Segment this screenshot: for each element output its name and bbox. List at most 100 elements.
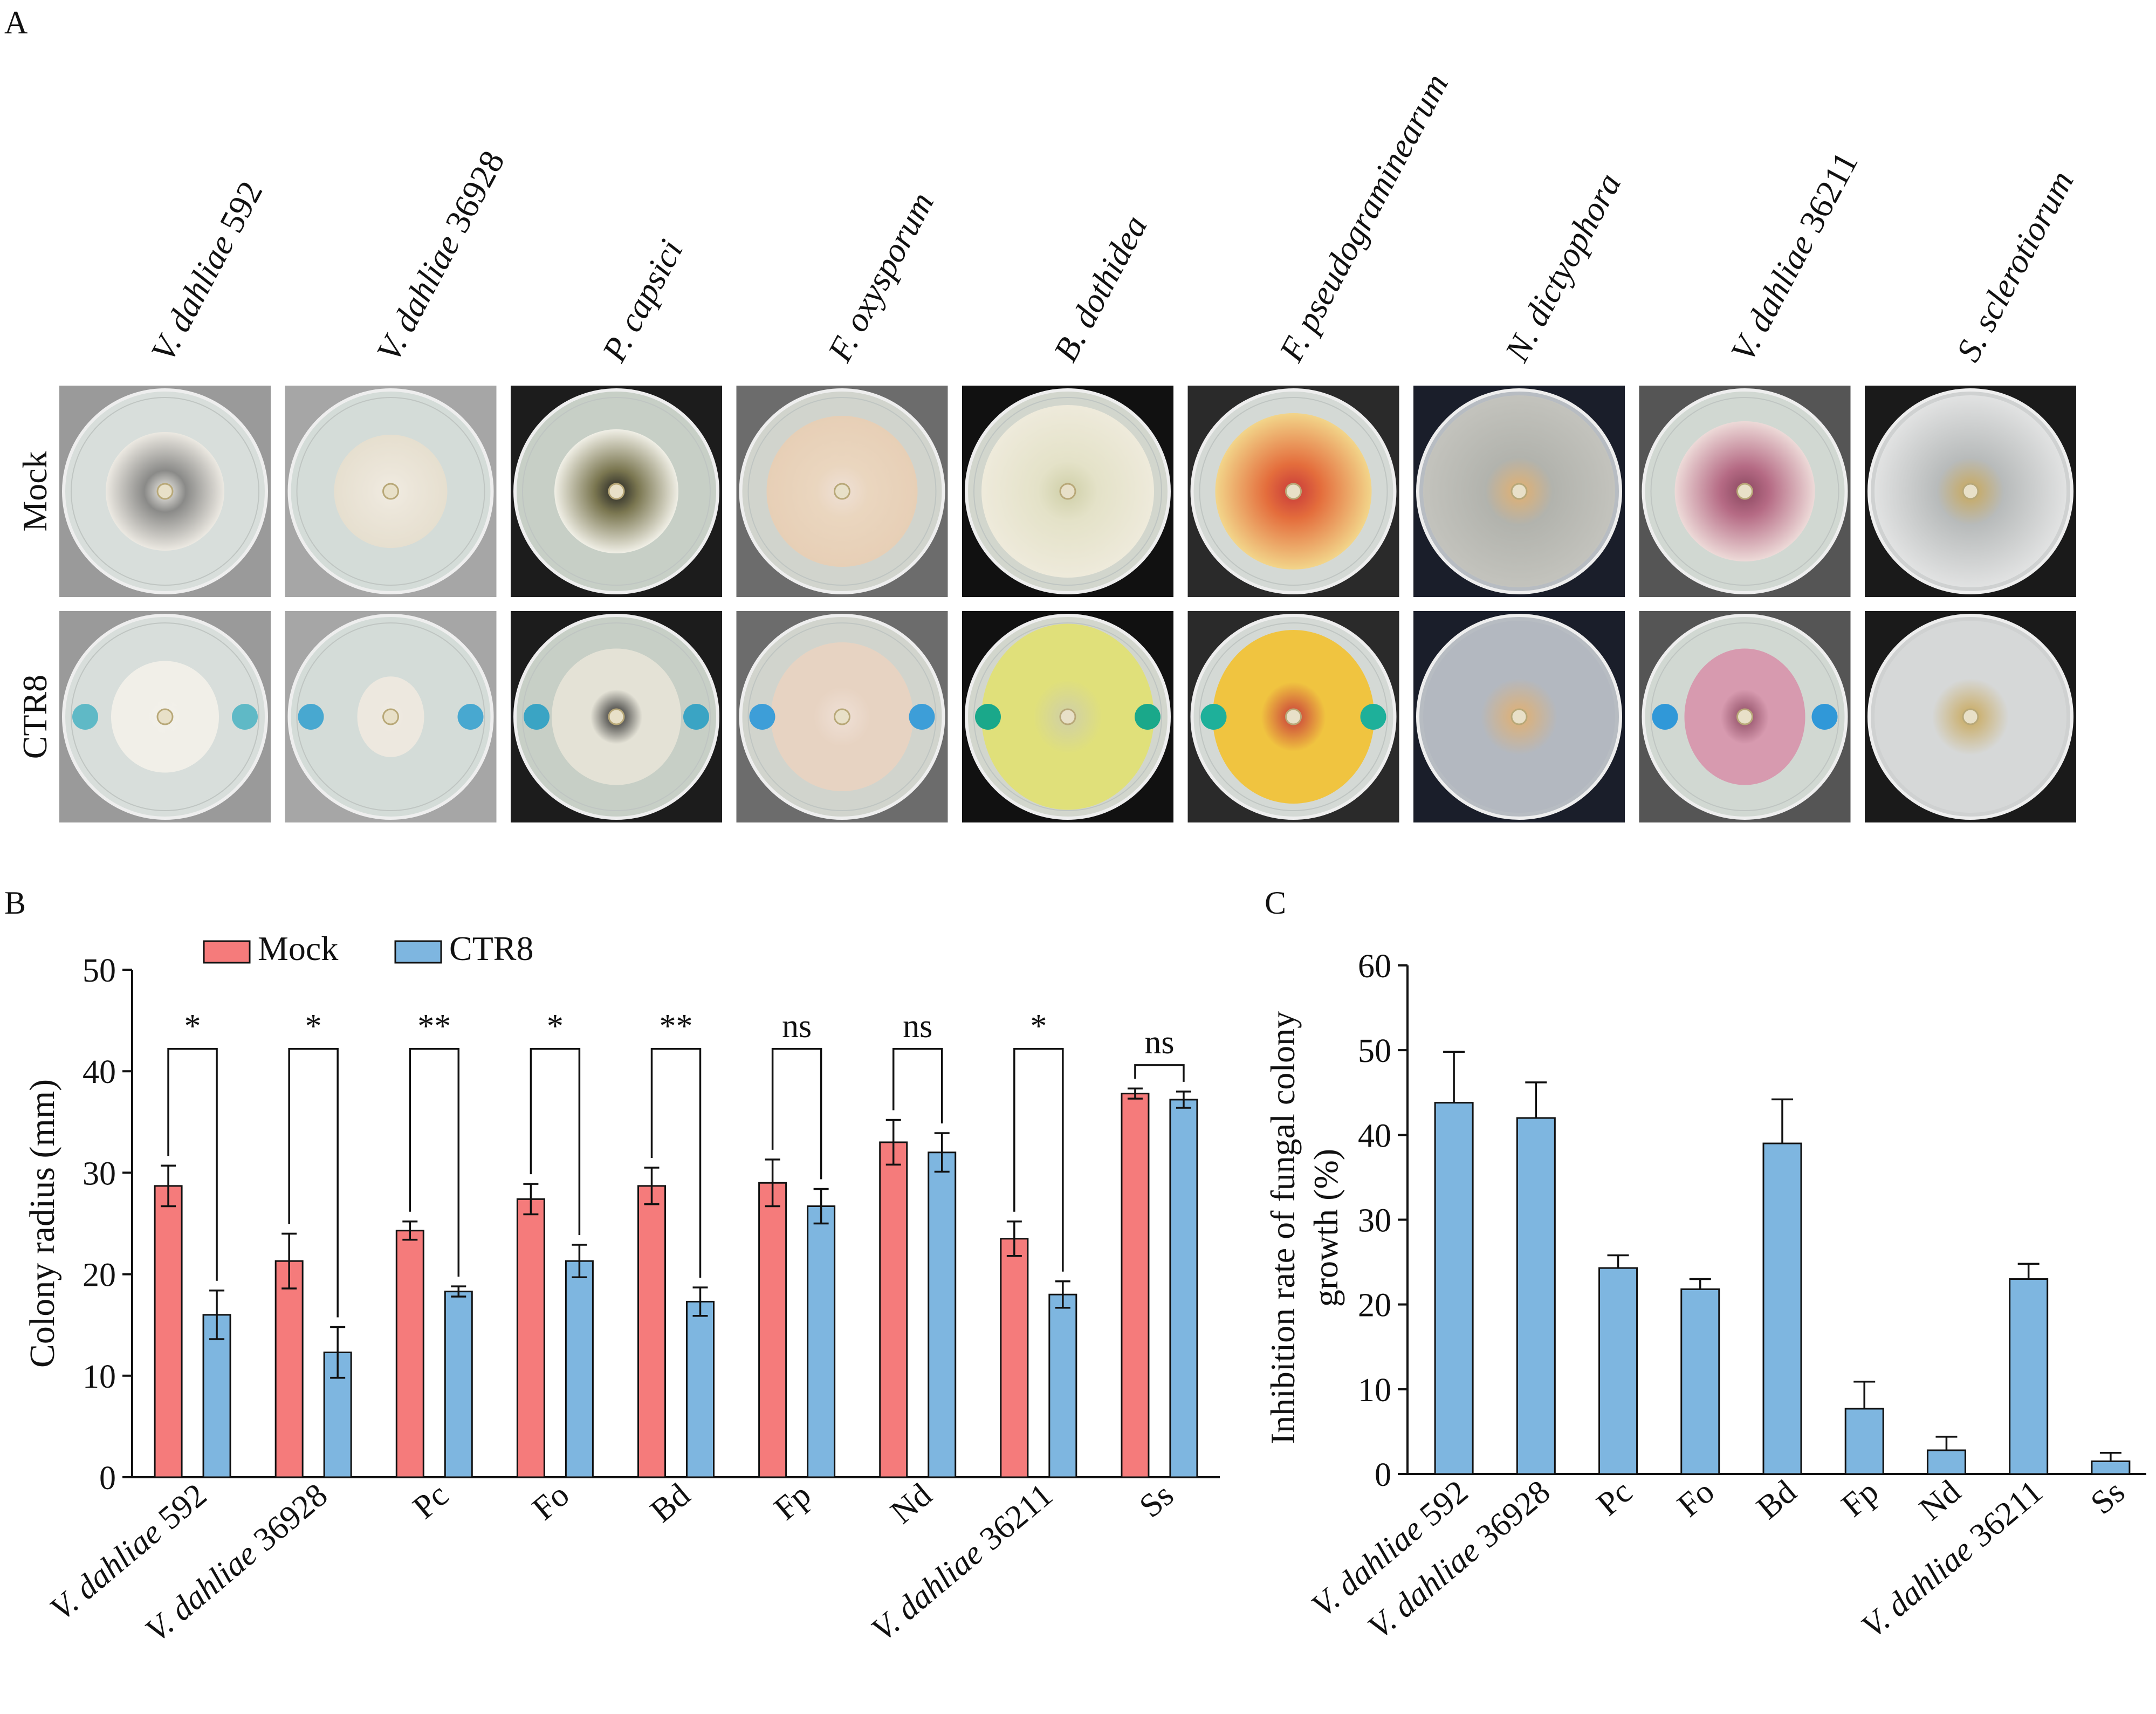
- bar-inhibition-7: [1926, 1449, 1966, 1475]
- significance-bracket-4: [530, 1048, 581, 1236]
- plate-ctr8-9: [1865, 611, 2076, 822]
- significance-bracket-5: [650, 1048, 702, 1278]
- plate-mock-5: [962, 386, 1173, 597]
- plate-mock-9: [1865, 386, 2076, 597]
- significance-bracket-1: [167, 1048, 218, 1281]
- bar-ctr8-7: [928, 1151, 957, 1478]
- bar-mock-4: [516, 1198, 545, 1478]
- x-tick-label-7: Nd: [1913, 1473, 1968, 1528]
- y-tick-label-0: 0: [99, 1460, 116, 1497]
- x-tick-label-5: Bd: [643, 1477, 697, 1530]
- plate-mock-1: [59, 386, 271, 597]
- x-tick-label-4: Fo: [1671, 1473, 1721, 1524]
- y-tick-label-10: 10: [83, 1359, 116, 1395]
- bar-ctr8-5: [686, 1300, 715, 1478]
- plate-mock-4: [736, 386, 948, 597]
- bar-mock-7: [879, 1141, 908, 1478]
- x-tick-label-6: Fp: [767, 1477, 818, 1527]
- x-tick-label-7: Nd: [884, 1477, 939, 1531]
- column-label-5: B. dothidea: [1046, 209, 1155, 368]
- y-tick-label-50: 50: [1358, 1033, 1391, 1069]
- significance-bracket-9: [1134, 1064, 1185, 1082]
- panel-c-letter: C: [1265, 885, 1287, 921]
- significance-label-2: *: [305, 1008, 322, 1045]
- significance-label-8: *: [1030, 1008, 1047, 1045]
- x-tick-label-5: Bd: [1750, 1473, 1803, 1527]
- bar-inhibition-5: [1762, 1142, 1802, 1475]
- bar-inhibition-8: [2009, 1278, 2049, 1475]
- column-label-6: F. pseudograminearum: [1272, 67, 1455, 368]
- significance-bracket-8: [1013, 1048, 1064, 1272]
- x-tick-label-9: Ss: [1132, 1477, 1180, 1525]
- bar-mock-5: [637, 1185, 666, 1478]
- bar-mock-3: [395, 1230, 424, 1478]
- significance-label-3: **: [417, 1008, 451, 1045]
- column-label-4: F. oxysporum: [820, 186, 942, 368]
- significance-label-9: ns: [1144, 1024, 1174, 1061]
- row-label-ctr8: CTR8: [16, 675, 54, 759]
- plate-ctr8-3: [511, 611, 722, 822]
- plate-mock-2: [285, 386, 497, 597]
- bar-ctr8-3: [444, 1291, 473, 1478]
- y-tick-label-60: 60: [1358, 948, 1391, 985]
- y-axis-label: Colony radius (mm): [23, 1079, 62, 1368]
- bar-ctr8-8: [1048, 1293, 1077, 1478]
- y-tick-label-30: 30: [83, 1155, 116, 1192]
- y-axis-label-line-1: Inhibition rate of fungal colony: [1264, 1011, 1302, 1444]
- significance-bracket-2: [288, 1048, 339, 1318]
- bar-mock-2: [274, 1260, 304, 1478]
- plate-ctr8-8: [1639, 611, 1851, 822]
- bar-inhibition-3: [1598, 1267, 1638, 1475]
- column-label-3: P. capsici: [594, 234, 690, 368]
- plate-ctr8-4: [736, 611, 948, 822]
- legend-swatch-mock: [203, 940, 251, 964]
- x-tick-label-3: Pc: [406, 1477, 455, 1526]
- panel-a-letter: A: [4, 5, 28, 40]
- plate-mock-3: [511, 386, 722, 597]
- bar-mock-8: [1000, 1238, 1029, 1478]
- x-tick-label-6: Fp: [1835, 1473, 1885, 1524]
- bar-ctr8-6: [807, 1205, 836, 1478]
- bar-mock-9: [1121, 1093, 1150, 1478]
- column-label-7: N. dictyophora: [1497, 167, 1628, 368]
- column-label-1: V. dahliae 592: [143, 175, 270, 367]
- column-label-2: V. dahliae 36928: [369, 145, 512, 368]
- significance-label-6: ns: [782, 1008, 812, 1045]
- y-tick-label-50: 50: [83, 952, 116, 989]
- y-axis-label-line-2: growth (%): [1307, 1149, 1345, 1307]
- bar-inhibition-1: [1434, 1102, 1474, 1475]
- bar-ctr8-9: [1169, 1099, 1198, 1478]
- bar-mock-1: [154, 1185, 183, 1478]
- plate-ctr8-5: [962, 611, 1173, 822]
- y-tick-label-10: 10: [1358, 1372, 1391, 1409]
- x-tick-label-3: Pc: [1590, 1473, 1639, 1523]
- significance-label-5: **: [660, 1008, 693, 1045]
- bar-inhibition-4: [1680, 1288, 1720, 1475]
- bar-mock-6: [758, 1182, 787, 1478]
- bar-inhibition-9: [2091, 1460, 2131, 1475]
- y-tick-label-40: 40: [1358, 1117, 1391, 1154]
- significance-bracket-7: [892, 1048, 943, 1124]
- plate-ctr8-6: [1187, 611, 1399, 822]
- significance-label-4: *: [547, 1008, 564, 1045]
- bar-ctr8-2: [323, 1352, 352, 1478]
- column-label-8: V. dahliae 36211: [1723, 146, 1865, 368]
- significance-label-1: *: [184, 1008, 201, 1045]
- bar-ctr8-4: [565, 1260, 594, 1478]
- x-tick-label-4: Fo: [526, 1477, 576, 1527]
- panel-c-inhibition-rate-chart: 0 10 20 30 40 50 60 Inhibition rate of fungal c…: [1264, 948, 2146, 1646]
- plate-mock-7: [1413, 386, 1625, 597]
- panel-b-letter: B: [4, 885, 26, 921]
- y-tick-label-20: 20: [83, 1257, 116, 1294]
- significance-bracket-6: [771, 1048, 822, 1180]
- y-tick-label-40: 40: [83, 1054, 116, 1091]
- plate-ctr8-2: [285, 611, 497, 822]
- plate-ctr8-1: [59, 611, 271, 822]
- legend-label-ctr8: CTR8: [449, 929, 533, 968]
- bar-inhibition-2: [1516, 1117, 1556, 1475]
- y-tick-label-30: 30: [1358, 1203, 1391, 1239]
- plate-mock-8: [1639, 386, 1851, 597]
- significance-bracket-3: [409, 1048, 460, 1277]
- panel-a-plate-grid: V. dahliae 592 V. dahliae 36928 P. capsici…: [16, 67, 2081, 822]
